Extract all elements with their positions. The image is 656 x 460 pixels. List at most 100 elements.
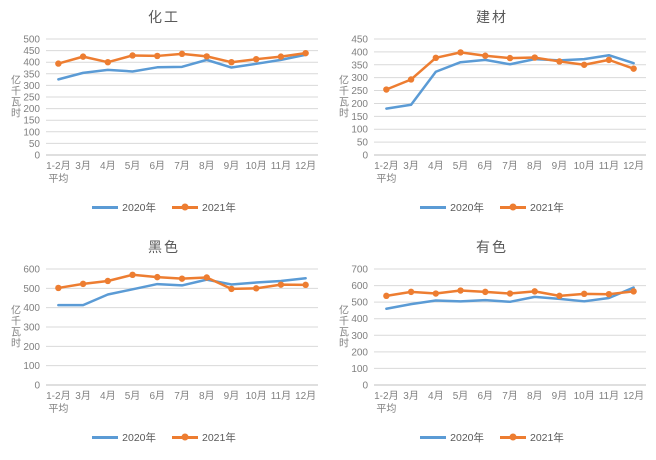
svg-text:7月: 7月 [174,160,190,172]
svg-text:平均: 平均 [376,403,396,415]
svg-text:亿: 亿 [11,304,21,317]
svg-text:600: 600 [351,281,368,292]
svg-text:7月: 7月 [502,390,518,402]
svg-text:5月: 5月 [125,160,141,172]
svg-text:千: 千 [11,86,21,98]
legend-item-2021: 2021年 [500,430,564,445]
svg-text:300: 300 [23,323,40,334]
chart-heise: 黑色 0 100 200 300 400 500 600 1-2月 平均 3月 4月 5月 6月 7月 8月… [0,230,328,460]
legend-youse: 2020年 2021年 [328,428,656,446]
svg-text:400: 400 [23,58,40,69]
svg-text:11月: 11月 [599,160,619,172]
svg-text:4月: 4月 [100,390,116,402]
svg-text:50: 50 [29,139,41,150]
chart-title-youse: 有色 [476,239,508,255]
svg-text:8月: 8月 [199,390,215,402]
svg-text:千: 千 [11,316,21,328]
svg-text:时: 时 [11,338,21,350]
svg-text:150: 150 [23,116,40,127]
svg-text:12月: 12月 [295,390,316,402]
svg-text:100: 100 [23,361,40,372]
svg-text:4月: 4月 [428,160,444,172]
legend-label-2020: 2020年 [122,431,156,444]
chart-title-jiancai: 建材 [476,9,508,25]
svg-text:12月: 12月 [623,160,644,172]
svg-text:350: 350 [23,69,40,80]
svg-text:7月: 7月 [502,160,518,172]
svg-text:10月: 10月 [574,390,595,402]
legend-marker-dot-icon [509,203,517,211]
svg-text:250: 250 [351,86,368,97]
svg-text:8月: 8月 [527,390,543,402]
svg-text:300: 300 [351,331,368,342]
svg-text:10月: 10月 [574,160,595,172]
svg-text:200: 200 [351,347,368,358]
svg-text:千: 千 [339,316,349,328]
legend-item-2020: 2020年 [92,430,156,445]
svg-text:500: 500 [23,35,40,46]
svg-text:10月: 10月 [246,390,267,402]
svg-text:0: 0 [362,151,368,162]
svg-text:平均: 平均 [48,403,68,415]
legend-line-2021-icon [172,433,198,441]
svg-text:0: 0 [34,381,40,392]
legend-item-2021: 2021年 [172,200,236,215]
svg-text:450: 450 [23,46,40,57]
chart-title-huagong: 化工 [148,9,180,25]
svg-text:100: 100 [23,127,40,138]
svg-text:100: 100 [351,364,368,375]
svg-text:3月: 3月 [403,390,419,402]
svg-text:6月: 6月 [149,390,165,402]
svg-text:700: 700 [351,265,368,276]
svg-text:300: 300 [23,81,40,92]
legend-line-2020-icon [420,205,447,209]
svg-text:平均: 平均 [376,173,396,185]
svg-text:12月: 12月 [623,390,644,402]
svg-text:亿: 亿 [339,304,349,317]
svg-text:1-2月: 1-2月 [46,390,70,402]
svg-text:1-2月: 1-2月 [374,160,398,172]
svg-text:0: 0 [34,151,40,162]
svg-text:1-2月: 1-2月 [46,160,70,172]
svg-text:时: 时 [339,338,349,350]
svg-text:11月: 11月 [599,390,619,402]
svg-text:5月: 5月 [453,390,469,402]
chart-youse: 有色 0 100 200 300 400 500 600 700 1-2月 平均 3月 4月 5月 6月 7… [328,230,656,460]
chart-huagong: 化工 0 50 100 150 200 250 300 350 400 450 500 1-2月 平均 3… [0,0,328,230]
legend-line-2020-icon [420,435,447,439]
svg-text:11月: 11月 [271,160,291,172]
legend-marker-dot-icon [509,433,517,441]
legend-item-2021: 2021年 [500,200,564,215]
svg-text:8月: 8月 [527,160,543,172]
svg-text:300: 300 [351,73,368,84]
legend-line-2021-icon [500,433,526,441]
svg-text:200: 200 [23,104,40,115]
svg-text:9月: 9月 [552,160,568,172]
legend-item-2020: 2020年 [420,200,484,215]
legend-marker-dot-icon [181,203,189,211]
legend-line-2021-icon [172,203,198,211]
svg-text:7月: 7月 [174,390,190,402]
svg-text:450: 450 [351,35,368,46]
svg-text:3月: 3月 [403,160,419,172]
plot-area-huagong: 0 50 100 150 200 250 300 350 400 450 500 1-2月 平均 3月 4月… [0,27,328,197]
svg-text:12月: 12月 [295,160,316,172]
legend-label-2021: 2021年 [202,201,236,214]
legend-huagong: 2020年 2021年 [0,198,328,216]
plot-area-heise: 0 100 200 300 400 500 600 1-2月 平均 3月 4月 5月 6月 7月 8月 9月 1… [0,257,328,427]
legend-label-2020: 2020年 [122,201,156,214]
legend-heise: 2020年 2021年 [0,428,328,446]
svg-text:时: 时 [339,108,349,120]
legend-item-2021: 2021年 [172,430,236,445]
legend-label-2020: 2020年 [450,201,484,214]
svg-text:时: 时 [11,108,21,120]
legend-line-2020-icon [92,205,119,209]
legend-item-2020: 2020年 [92,200,156,215]
legend-item-2020: 2020年 [420,430,484,445]
svg-text:6月: 6月 [477,390,493,402]
legend-line-2021-icon [500,203,526,211]
svg-text:瓦: 瓦 [11,98,21,109]
svg-text:350: 350 [351,60,368,71]
svg-text:5月: 5月 [125,390,141,402]
